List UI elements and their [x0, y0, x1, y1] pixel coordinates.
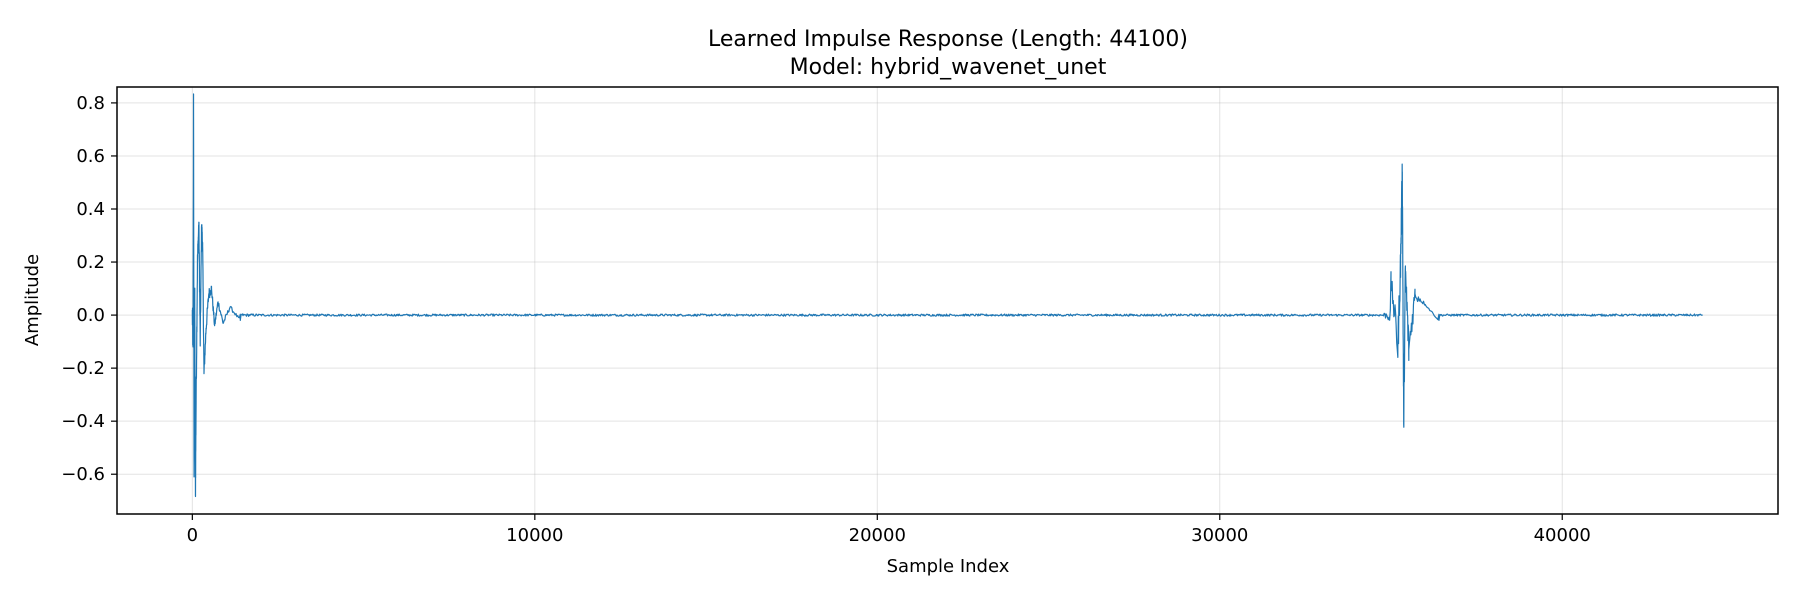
x-tick-label: 10000 [506, 525, 563, 546]
y-tick-label: 0.0 [76, 305, 105, 326]
y-tick-label: 0.8 [76, 93, 105, 114]
chart-title-line-1: Learned Impulse Response (Length: 44100) [708, 27, 1188, 52]
y-tick-label: −0.6 [61, 464, 105, 485]
y-tick-label: 0.2 [76, 252, 105, 273]
x-tick-label: 20000 [849, 525, 906, 546]
y-tick-label: −0.4 [61, 411, 105, 432]
y-axis-label: Amplitude [22, 254, 43, 346]
y-tick-label: −0.2 [61, 358, 105, 379]
chart-title-line-2: Model: hybrid_wavenet_unet [790, 55, 1107, 80]
axis-ticks: 0 10000 20000 30000 40000 −0.6 −0.4 −0.2 0.0 0.2 0… [61, 93, 1591, 546]
series-line [191, 93, 1703, 498]
y-tick-label: 0.6 [76, 146, 105, 167]
grid-lines [117, 87, 1778, 514]
x-tick-label: 30000 [1191, 525, 1248, 546]
x-tick-label: 0 [187, 525, 198, 546]
x-axis-label: Sample Index [887, 556, 1010, 577]
y-tick-label: 0.4 [76, 199, 105, 220]
series-layer [191, 93, 1703, 498]
plot-frame [116, 86, 1779, 515]
x-tick-label: 40000 [1534, 525, 1591, 546]
